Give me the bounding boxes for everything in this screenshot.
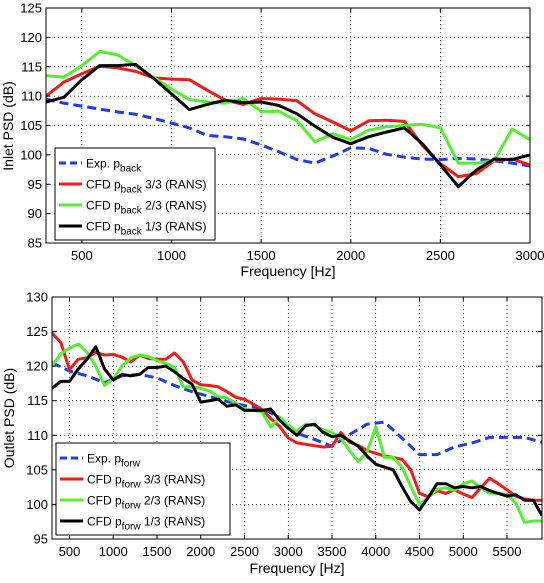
- x-tick-label: 5500: [493, 544, 522, 559]
- y-tick-label: 100: [26, 497, 48, 512]
- x-tick-label: 4500: [405, 544, 434, 559]
- y-tick-label: 95: [28, 177, 42, 192]
- axis-ticks: 500 1000 1500 2000 2500 3000 3500 4000 4500 5000 5…: [26, 290, 542, 559]
- legend-label: CFD pforw 1/3 (RANS): [87, 515, 205, 533]
- series-line-4: [46, 62, 530, 189]
- y-tick-label: 110: [27, 428, 48, 443]
- y-tick-label: 100: [20, 147, 42, 162]
- legend-label: CFD pforw 3/3 (RANS): [87, 473, 205, 491]
- series-line-1: [52, 361, 542, 457]
- x-axis-label: Frequency [Hz]: [250, 560, 345, 576]
- x-tick-label: 3000: [274, 544, 303, 559]
- y-tick-label: 110: [21, 89, 42, 104]
- y-tick-label: 120: [20, 30, 42, 45]
- y-tick-label: 125: [20, 1, 42, 16]
- legend-label: Exp. pback: [86, 157, 142, 175]
- legend: Exp. pback CFD pback 3/3 (RANS) CFD pback …: [54, 147, 216, 241]
- x-tick-label: 2000: [336, 248, 365, 263]
- grid-lines: [52, 297, 542, 539]
- y-tick-label: 115: [21, 59, 42, 74]
- y-axis-label: Outlet PSD (dB): [1, 368, 17, 468]
- legend-label: CFD pback 2/3 (RANS): [86, 199, 206, 217]
- y-tick-label: 115: [27, 393, 48, 408]
- x-tick-label: 1500: [143, 544, 172, 559]
- x-tick-label: 1500: [247, 248, 276, 263]
- series-line-3: [46, 50, 530, 165]
- legend-label: CFD pforw 2/3 (RANS): [87, 494, 205, 512]
- legend-label: CFD pback 3/3 (RANS): [86, 178, 206, 196]
- y-axis-label: Inlet PSD (dB): [0, 81, 16, 170]
- series-lines: [46, 50, 530, 189]
- series-lines: [52, 331, 542, 524]
- y-tick-label: 105: [26, 462, 48, 477]
- series-line-2: [52, 331, 542, 502]
- x-tick-label: 1000: [157, 248, 186, 263]
- x-tick-label: 3500: [318, 544, 347, 559]
- series-line-2: [46, 64, 530, 179]
- y-tick-label: 95: [34, 532, 48, 547]
- x-tick-label: 5000: [449, 544, 478, 559]
- y-tick-label: 125: [26, 324, 48, 339]
- legend: Exp. pforw CFD pforw 3/3 (RANS) CFD pforw …: [55, 442, 231, 536]
- x-tick-label: 500: [71, 248, 93, 263]
- legend-label: CFD pback 1/3 (RANS): [86, 220, 206, 238]
- x-tick-label: 2000: [186, 544, 215, 559]
- x-tick-label: 2500: [230, 544, 259, 559]
- y-tick-label: 85: [28, 236, 42, 251]
- series-line-4: [52, 345, 542, 517]
- y-tick-label: 130: [26, 290, 48, 305]
- inlet-psd-chart: 500 1000 1500 2000 2500 3000 85 90 95 100 105 110 11…: [0, 1, 544, 280]
- x-tick-label: 1000: [99, 544, 128, 559]
- outlet-psd-chart: 500 1000 1500 2000 2500 3000 3500 4000 4500 5000 5…: [1, 290, 543, 576]
- x-tick-label: 3000: [516, 248, 544, 263]
- axis-ticks: 500 1000 1500 2000 2500 3000 85 90 95 100 105 110 11…: [20, 1, 544, 264]
- y-tick-label: 90: [28, 206, 42, 221]
- x-axis-label: Frequency [Hz]: [241, 263, 336, 279]
- y-tick-label: 105: [20, 118, 42, 133]
- y-tick-label: 120: [26, 359, 48, 374]
- legend-label: Exp. pforw: [87, 452, 141, 470]
- plot-frame: [51, 296, 543, 540]
- legend-box: [55, 442, 231, 536]
- x-tick-label: 4000: [361, 544, 390, 559]
- x-tick-label: 500: [59, 544, 81, 559]
- x-tick-label: 2500: [426, 248, 455, 263]
